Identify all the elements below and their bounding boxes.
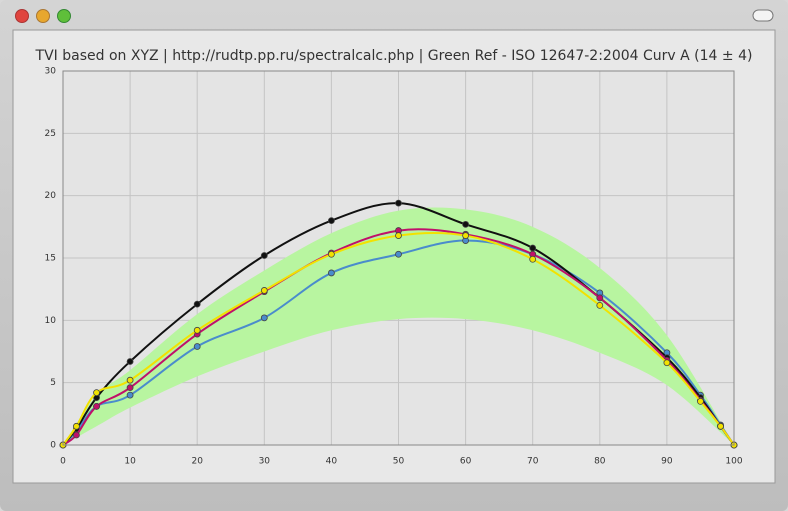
data-point: [395, 199, 402, 207]
x-tick-label: 20: [191, 457, 203, 467]
x-tick-label: 80: [594, 457, 606, 467]
data-point: [73, 431, 80, 439]
x-tick-label: 70: [527, 457, 539, 467]
data-point: [260, 287, 268, 294]
x-tick-label: 10: [124, 457, 136, 467]
y-tick-label: 10: [45, 316, 57, 326]
x-tick-label: 100: [725, 457, 742, 467]
y-tick-label: 5: [50, 378, 56, 388]
data-point: [395, 232, 402, 239]
minimize-button[interactable]: [36, 9, 50, 23]
x-tick-label: 60: [460, 457, 472, 467]
y-tick-label: 30: [45, 67, 57, 77]
y-tick-label: 20: [45, 191, 57, 201]
data-point: [193, 300, 201, 308]
toolbar-button[interactable]: [752, 9, 774, 22]
data-point: [717, 422, 724, 430]
data-point: [126, 384, 134, 392]
data-point: [395, 250, 402, 258]
x-tick-label: 50: [393, 457, 405, 467]
data-point: [327, 269, 335, 277]
x-tick-label: 30: [259, 457, 271, 467]
chart-title: TVI based on XYZ | http://rudtp.pp.ru/sp…: [35, 48, 753, 64]
data-point: [462, 232, 470, 239]
data-point: [327, 217, 335, 225]
data-point: [126, 391, 134, 399]
data-point: [93, 402, 100, 410]
data-point: [596, 294, 604, 302]
plot-frame: [62, 70, 735, 446]
data-point: [327, 250, 335, 258]
close-button[interactable]: [15, 9, 29, 23]
y-tick-label: 15: [45, 254, 56, 264]
data-point: [193, 343, 201, 350]
data-point: [663, 359, 671, 367]
data-point: [529, 244, 537, 252]
x-tick-label: 90: [661, 457, 673, 467]
y-tick-label: 25: [45, 129, 56, 139]
data-point: [529, 255, 537, 263]
tolerance-band: [63, 207, 734, 445]
y-tick-label: 0: [50, 441, 56, 451]
data-point: [93, 389, 100, 397]
data-point: [260, 252, 268, 259]
data-point: [126, 358, 134, 365]
data-point: [193, 326, 201, 334]
data-point: [697, 397, 704, 405]
data-point: [462, 220, 470, 228]
x-tick-label: 40: [326, 457, 338, 467]
data-point: [260, 314, 268, 322]
x-tick-label: 0: [60, 457, 66, 467]
data-point: [126, 376, 134, 384]
data-point: [73, 422, 80, 430]
data-point: [596, 301, 604, 309]
zoom-button[interactable]: [57, 9, 71, 23]
